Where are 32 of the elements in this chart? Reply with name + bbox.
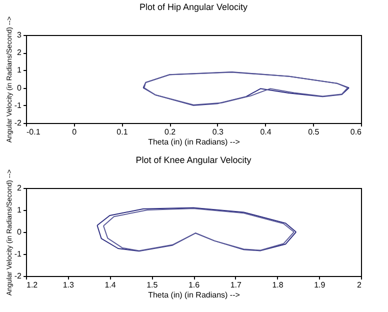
x-tick-label: 0 <box>72 128 78 136</box>
x-tick-label: 1.3 <box>62 280 74 290</box>
x-axis-title: Theta (in) (in Radians) --> <box>148 138 240 146</box>
y-tick-label: 3 <box>17 30 22 40</box>
chart-title: Plot of Hip Angular Velocity <box>139 2 248 12</box>
x-tick-label: 0.4 <box>260 128 272 136</box>
y-tick-label: 2 <box>17 184 22 192</box>
y-tick-label: 0 <box>17 228 22 236</box>
chart-title: Plot of Knee Angular Velocity <box>136 154 252 165</box>
x-tick-label: 1.8 <box>272 280 284 290</box>
x-tick-label: 0.2 <box>164 128 176 136</box>
y-tick-label: 1 <box>17 66 22 75</box>
y-tick-label: -2 <box>14 272 22 280</box>
y-tick-label: 1 <box>17 206 22 214</box>
x-tick-label: 0.3 <box>212 128 224 136</box>
y-tick-label: -2 <box>14 118 22 128</box>
x-tick-label: -0.1 <box>26 128 41 136</box>
x-tick-label: 1.9 <box>314 280 326 290</box>
x-tick-label: 0.1 <box>116 128 128 136</box>
x-tick-label: 1.5 <box>146 280 158 290</box>
y-tick-label: -1 <box>14 250 22 258</box>
y-tick-label: 0 <box>17 83 22 92</box>
x-tick-label: 1.4 <box>104 280 116 290</box>
x-tick-label: 1.7 <box>230 280 242 290</box>
x-axis-title: Theta (in) (in Radians) --> <box>148 290 240 300</box>
x-tick-label: 0.6 <box>350 128 362 136</box>
x-tick-label: 1.2 <box>26 280 38 290</box>
x-tick-label: 0.5 <box>308 128 320 136</box>
x-tick-label: 2 <box>357 280 362 290</box>
y-tick-label: -1 <box>14 100 22 110</box>
x-tick-label: 1.6 <box>188 280 200 290</box>
y-tick-label: 2 <box>17 48 22 58</box>
